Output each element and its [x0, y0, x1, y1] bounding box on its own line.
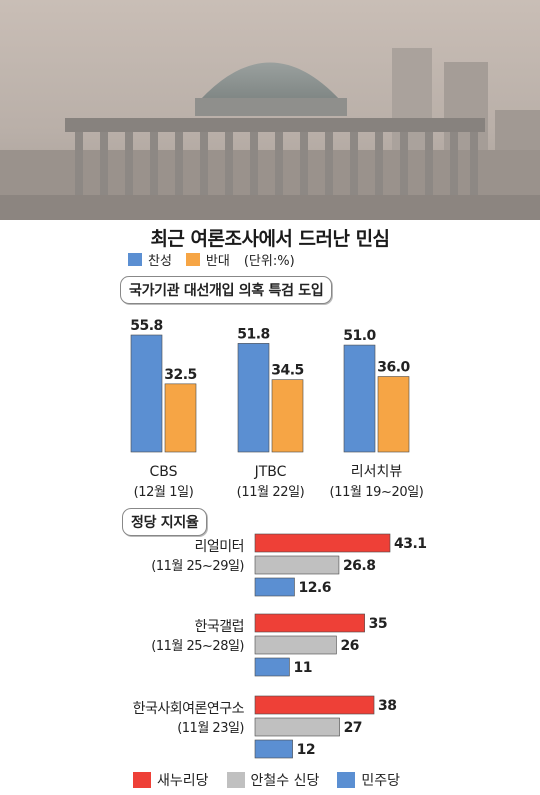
hbar-value-label: 27: [344, 720, 362, 736]
legend-label-saenuri: 새누리당: [157, 773, 209, 789]
category-date-label: (12월 1일): [134, 485, 194, 500]
legend-label-oppose: 반대: [205, 254, 230, 269]
hbar-민주당-한국갤럽: [254, 657, 290, 677]
bar-반대-리서치뷰: [377, 376, 410, 453]
hbar-안철수 신당-한국갤럽: [254, 635, 337, 655]
pollster-label: 리얼미터: [194, 539, 244, 555]
section-title-special-prosecutor: 국가기관 대선개입 의혹 특검 도입: [120, 276, 333, 304]
pollster-date-label: (11월 25~29일): [151, 559, 244, 574]
bar-반대-JTBC: [271, 379, 304, 453]
hbar-value-label: 12: [297, 742, 315, 758]
hbar-민주당-리얼미터: [254, 577, 295, 597]
legend-swatch-democratic: [337, 772, 356, 788]
hbar-value-label: 12.6: [298, 580, 331, 596]
hbar-value-label: 26: [340, 638, 358, 654]
hbar-민주당-한국사회여론연구소: [254, 739, 293, 759]
category-label: 리서치뷰: [351, 464, 403, 480]
legend-label-democratic: 민주당: [361, 773, 401, 789]
hbar-value-label: 43.1: [394, 536, 427, 552]
legend-label-ahn-party: 안철수 신당: [250, 773, 320, 789]
bar-찬성-JTBC: [237, 343, 270, 453]
legend-swatch-ahn-party: [226, 772, 245, 788]
bar-value-label: 34.5: [271, 363, 304, 379]
bar-value-label: 51.0: [343, 328, 376, 344]
bar-value-label: 32.5: [164, 367, 197, 383]
category-label: JTBC: [254, 464, 287, 480]
hbar-안철수 신당-리얼미터: [254, 555, 340, 575]
category-label: CBS: [149, 464, 177, 480]
hbar-value-label: 26.8: [343, 558, 376, 574]
hbar-value-label: 11: [293, 660, 311, 676]
legend-label-approve: 찬성: [148, 254, 172, 269]
hbar-안철수 신당-한국사회여론연구소: [254, 717, 340, 737]
pollster-date-label: (11월 25~28일): [151, 639, 244, 654]
bar-value-label: 51.8: [237, 326, 270, 342]
legend-swatch-oppose: [185, 253, 200, 266]
category-date-label: (11월 22일): [237, 485, 305, 500]
chart-title: 최근 여론조사에서 드러난 민심: [150, 228, 390, 250]
bar-찬성-리서치뷰: [343, 344, 376, 453]
bar-value-label: 55.8: [130, 318, 163, 334]
unit-label: (단위:%): [243, 254, 295, 269]
legend-swatch-saenuri: [133, 772, 151, 788]
bar-value-label: 36.0: [377, 360, 410, 376]
bar-반대-CBS: [164, 383, 197, 453]
legend-swatch-approve: [128, 253, 142, 266]
section-title-party-support: 정당 지지율: [122, 508, 208, 536]
hbar-value-label: 35: [369, 616, 387, 632]
category-date-label: (11월 19~20일): [330, 485, 424, 500]
pollster-label: 한국사회여론연구소: [133, 701, 245, 717]
legend-top: 찬성 반대 (단위:%): [128, 250, 309, 269]
pollster-label: 한국갤럽: [194, 619, 244, 635]
bar-찬성-CBS: [130, 334, 163, 453]
hbar-새누리당-한국갤럽: [254, 613, 365, 633]
hbar-새누리당-한국사회여론연구소: [254, 695, 375, 715]
national-assembly-photo: [0, 0, 540, 220]
legend-bottom: 새누리당 안철수 신당 민주당: [133, 770, 418, 790]
pollster-date-label: (11월 23일): [177, 721, 244, 736]
hbar-새누리당-리얼미터: [254, 533, 391, 553]
hbar-value-label: 38: [378, 698, 396, 714]
